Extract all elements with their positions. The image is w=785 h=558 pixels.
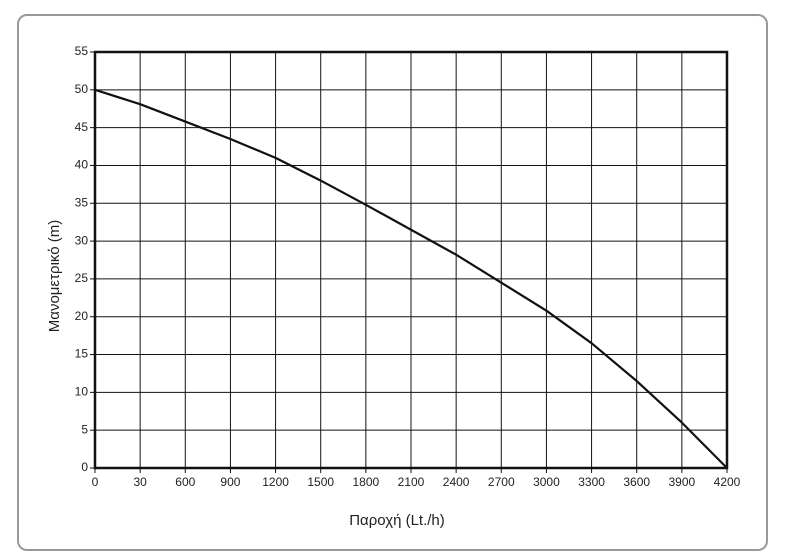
y-tick-label: 15 xyxy=(75,347,89,361)
x-tick-label: 3300 xyxy=(578,475,605,489)
y-tick-label: 0 xyxy=(81,460,88,474)
y-tick-label: 25 xyxy=(75,271,89,285)
x-tick-label: 30 xyxy=(133,475,147,489)
x-tick-label: 2100 xyxy=(398,475,425,489)
y-tick-label: 30 xyxy=(75,233,89,247)
x-tick-label: 3000 xyxy=(533,475,560,489)
y-tick-label: 10 xyxy=(75,385,89,399)
y-tick-label: 20 xyxy=(75,309,89,323)
y-tick-label: 55 xyxy=(75,44,89,58)
x-tick-label: 4200 xyxy=(714,475,741,489)
x-tick-label: 3900 xyxy=(669,475,696,489)
x-tick-label: 1500 xyxy=(307,475,334,489)
y-tick-label: 5 xyxy=(81,422,88,436)
curve xyxy=(94,88,728,469)
x-tick-label: 2700 xyxy=(488,475,515,489)
x-tick-label: 600 xyxy=(175,475,195,489)
x-axis-title: Παροχή (Lt./h) xyxy=(349,512,445,529)
y-tick-label: 50 xyxy=(75,82,89,96)
y-tick-label: 35 xyxy=(75,195,89,209)
panel-border xyxy=(17,14,768,551)
x-tick-label: 900 xyxy=(220,475,240,489)
x-tick-label: 1800 xyxy=(353,475,380,489)
y-axis-title: Μανομετρικό (m) xyxy=(46,220,63,332)
x-tick-label: 1200 xyxy=(262,475,289,489)
x-tick-label: 3600 xyxy=(623,475,650,489)
x-tick-label: 2400 xyxy=(443,475,470,489)
y-tick-label: 45 xyxy=(75,120,89,134)
x-tick-label: 0 xyxy=(92,475,99,489)
plot-frame xyxy=(93,50,729,470)
y-tick-label: 40 xyxy=(75,158,89,172)
